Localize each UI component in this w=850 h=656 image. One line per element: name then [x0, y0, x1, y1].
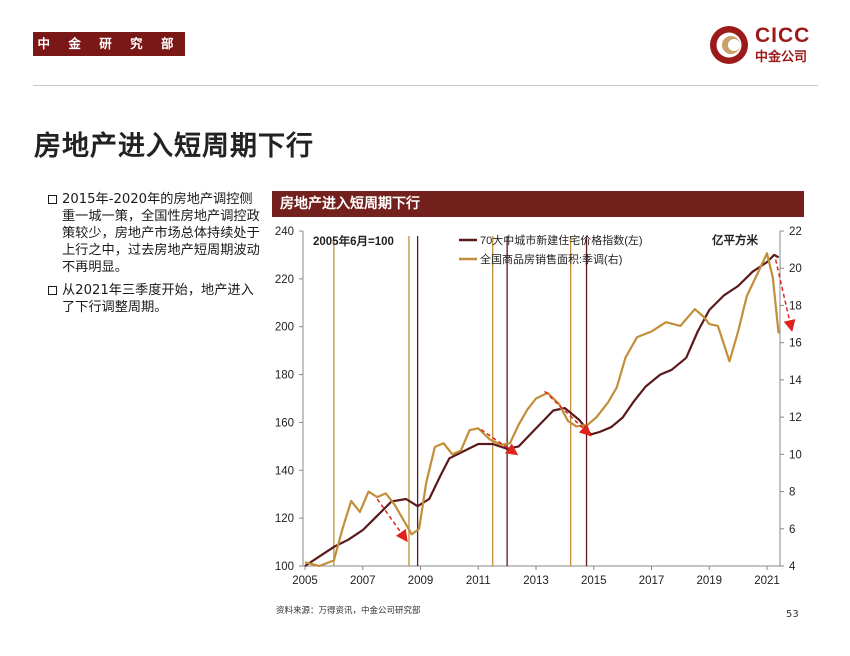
x-tick-label: 2013	[523, 575, 549, 587]
x-tick-label: 2009	[408, 575, 434, 587]
x-tick-label: 2011	[466, 575, 491, 587]
x-tick-label: 2005	[292, 575, 318, 587]
y-right-tick-label: 18	[789, 300, 802, 312]
bullet-text: 2015年-2020年的房地产调控侧重一城一策，全国性房地产调控政策较少，房地产…	[62, 192, 260, 275]
logo-text-cn: 中金公司	[755, 50, 808, 65]
logo-text-cicc: CICC	[755, 24, 811, 47]
down-trend-arrow	[480, 428, 519, 456]
bullet-item: 2015年-2020年的房地产调控侧重一城一策，全国性房地产调控政策较少，房地产…	[48, 191, 263, 276]
section-tag: 中 金 研 究 部	[33, 32, 185, 56]
source-note: 资料来源：万得资讯，中金公司研究部	[276, 606, 421, 616]
sales-area-line	[304, 252, 780, 568]
x-tick-label: 2017	[639, 575, 665, 587]
y-right-tick-label: 14	[789, 375, 802, 387]
y-left-tick-label: 200	[275, 322, 294, 334]
legend-label: 70大中城市新建住宅价格指数(左)	[480, 233, 643, 247]
y-left-tick-label: 180	[275, 370, 294, 382]
x-tick-label: 2007	[350, 575, 376, 587]
bullet-list: 2015年-2020年的房地产调控侧重一城一策，全国性房地产调控政策较少，房地产…	[48, 191, 263, 322]
y-left-tick-label: 140	[275, 465, 294, 477]
right-axis-unit: 亿平方米	[712, 233, 758, 247]
down-trend-arrow	[376, 498, 408, 543]
y-left-tick-label: 120	[275, 513, 294, 525]
chart-header: 房地产进入短周期下行	[272, 191, 804, 217]
bullet-square-icon	[48, 195, 57, 204]
y-right-tick-label: 6	[789, 524, 795, 536]
header-divider	[33, 85, 818, 86]
y-left-tick-label: 220	[275, 274, 294, 286]
y-right-tick-label: 8	[789, 487, 795, 499]
bullet-text: 从2021年三季度开始，地产进入了下行调整周期。	[62, 283, 254, 315]
y-right-tick-label: 20	[789, 263, 802, 275]
y-right-tick-label: 16	[789, 338, 802, 350]
cicc-logo: CICC 中金公司	[709, 24, 829, 66]
base-annotation: 2005年6月=100	[313, 234, 394, 248]
bullet-square-icon	[48, 286, 57, 295]
page-title: 房地产进入短周期下行	[34, 131, 314, 162]
cicc-logo-icon	[710, 26, 748, 64]
y-left-tick-label: 240	[275, 226, 294, 238]
y-right-tick-label: 4	[789, 561, 796, 573]
price-index-line	[304, 253, 780, 567]
y-right-tick-label: 10	[789, 449, 802, 461]
x-tick-label: 2019	[696, 575, 722, 587]
x-tick-label: 2021	[754, 575, 780, 587]
x-tick-label: 2015	[581, 575, 607, 587]
y-left-tick-label: 100	[275, 561, 294, 573]
page-number: 53	[786, 609, 799, 620]
legend-label: 全国商品房销售面积:季调(右)	[480, 252, 622, 266]
y-right-tick-label: 12	[789, 412, 802, 424]
bullet-item: 从2021年三季度开始，地产进入了下行调整周期。	[48, 282, 263, 316]
down-trend-arrow	[544, 390, 592, 437]
y-left-tick-label: 160	[275, 417, 294, 429]
y-right-tick-label: 22	[789, 226, 802, 238]
down-trend-arrow	[774, 259, 796, 333]
